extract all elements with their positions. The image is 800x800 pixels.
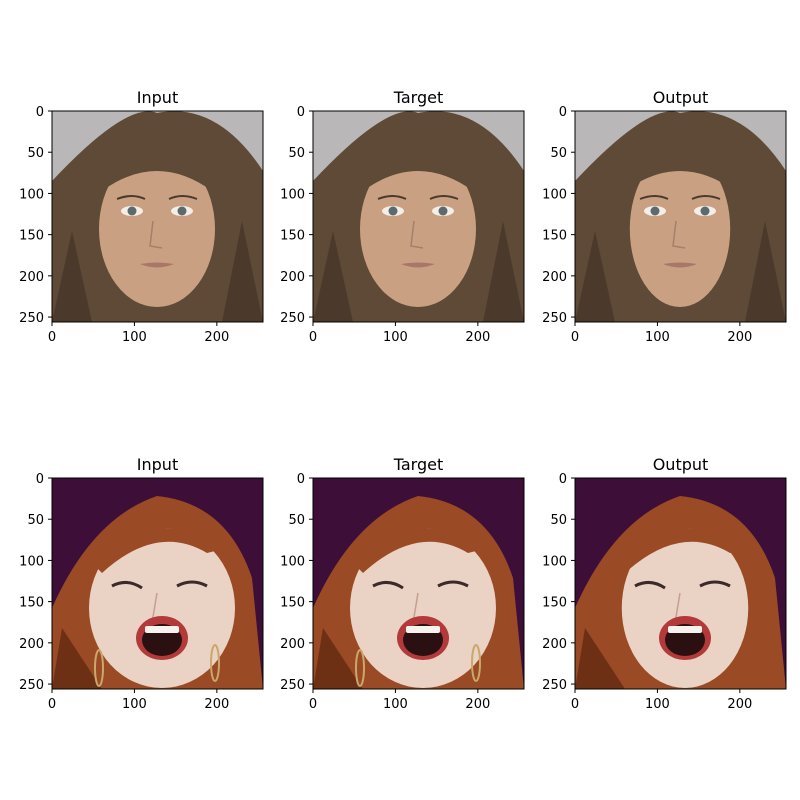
subplot-title: Target xyxy=(393,88,444,107)
y-tick-label: 150 xyxy=(280,229,305,244)
face-image xyxy=(575,111,786,322)
y-tick-label: 250 xyxy=(542,311,567,326)
y-tick-label: 50 xyxy=(27,146,44,161)
y-tick-label: 200 xyxy=(542,637,567,652)
y-tick-label: 100 xyxy=(280,187,305,202)
x-tick-label: 200 xyxy=(465,330,490,345)
y-tick-label: 250 xyxy=(280,678,305,693)
y-tick-label: 100 xyxy=(542,187,567,202)
x-tick-label: 200 xyxy=(465,697,490,712)
face-image xyxy=(52,478,263,689)
x-tick-label: 100 xyxy=(645,330,670,345)
axes-frame xyxy=(51,110,264,323)
y-tick-label: 0 xyxy=(36,472,44,487)
face-image xyxy=(313,478,524,689)
subplot-title: Output xyxy=(653,455,709,474)
y-tick-label: 150 xyxy=(542,596,567,611)
y-tick-label: 0 xyxy=(559,472,567,487)
y-tick-label: 0 xyxy=(297,472,305,487)
subplot-title: Input xyxy=(137,88,178,107)
y-tick-label: 50 xyxy=(27,513,44,528)
y-tick-label: 0 xyxy=(36,105,44,120)
axes-frame xyxy=(312,110,525,323)
subplot-title: Input xyxy=(137,455,178,474)
x-tick-label: 200 xyxy=(727,330,752,345)
y-tick-label: 250 xyxy=(19,311,44,326)
x-tick-label: 200 xyxy=(727,697,752,712)
y-tick-label: 200 xyxy=(542,270,567,285)
face-image xyxy=(313,111,524,322)
y-tick-label: 50 xyxy=(550,513,567,528)
y-tick-label: 50 xyxy=(288,513,305,528)
x-tick-label: 100 xyxy=(383,330,408,345)
axes-frame xyxy=(574,110,787,323)
y-tick-label: 100 xyxy=(542,554,567,569)
y-tick-label: 150 xyxy=(280,596,305,611)
x-tick-label: 200 xyxy=(204,330,229,345)
y-tick-label: 200 xyxy=(280,270,305,285)
subplot-2: Target 0 100 200 0 50 100 150 200 250 xyxy=(280,88,525,345)
face-image xyxy=(52,111,263,322)
x-tick-label: 100 xyxy=(645,697,670,712)
subplot-4: Input 0 100 200 0 50 100 150 200 250 xyxy=(19,455,264,712)
y-tick-label: 250 xyxy=(19,678,44,693)
y-tick-label: 150 xyxy=(19,229,44,244)
y-tick-label: 0 xyxy=(297,105,305,120)
x-tick-label: 0 xyxy=(48,697,56,712)
x-tick-label: 100 xyxy=(122,697,147,712)
y-tick-label: 0 xyxy=(559,105,567,120)
y-tick-label: 50 xyxy=(550,146,567,161)
x-tick-label: 0 xyxy=(309,330,317,345)
y-tick-label: 100 xyxy=(19,554,44,569)
x-tick-label: 0 xyxy=(571,330,579,345)
y-tick-label: 200 xyxy=(280,637,305,652)
axes-frame xyxy=(312,477,525,690)
y-tick-label: 200 xyxy=(19,270,44,285)
subplot-3: Output 0 100 200 0 50 100 150 200 250 xyxy=(542,88,787,345)
subplot-5: Target 0 100 200 0 50 100 150 200 250 xyxy=(280,455,525,712)
y-tick-label: 100 xyxy=(280,554,305,569)
x-tick-label: 0 xyxy=(309,697,317,712)
x-tick-label: 100 xyxy=(383,697,408,712)
subplot-title: Target xyxy=(393,455,444,474)
y-tick-label: 150 xyxy=(19,596,44,611)
x-tick-label: 0 xyxy=(48,330,56,345)
face-image xyxy=(575,478,786,689)
y-tick-label: 150 xyxy=(542,229,567,244)
y-tick-label: 50 xyxy=(288,146,305,161)
x-tick-label: 0 xyxy=(571,697,579,712)
y-tick-label: 250 xyxy=(542,678,567,693)
axes-frame xyxy=(51,477,264,690)
x-tick-label: 200 xyxy=(204,697,229,712)
subplot-title: Output xyxy=(653,88,709,107)
subplot-1: Input 0 100 200 0 50 100 150 200 250 xyxy=(19,88,264,345)
y-tick-label: 100 xyxy=(19,187,44,202)
axes-frame xyxy=(574,477,787,690)
x-tick-label: 100 xyxy=(122,330,147,345)
y-tick-label: 200 xyxy=(19,637,44,652)
subplot-6: Output 0 100 200 0 50 100 150 200 250 xyxy=(542,455,787,712)
y-tick-label: 250 xyxy=(280,311,305,326)
